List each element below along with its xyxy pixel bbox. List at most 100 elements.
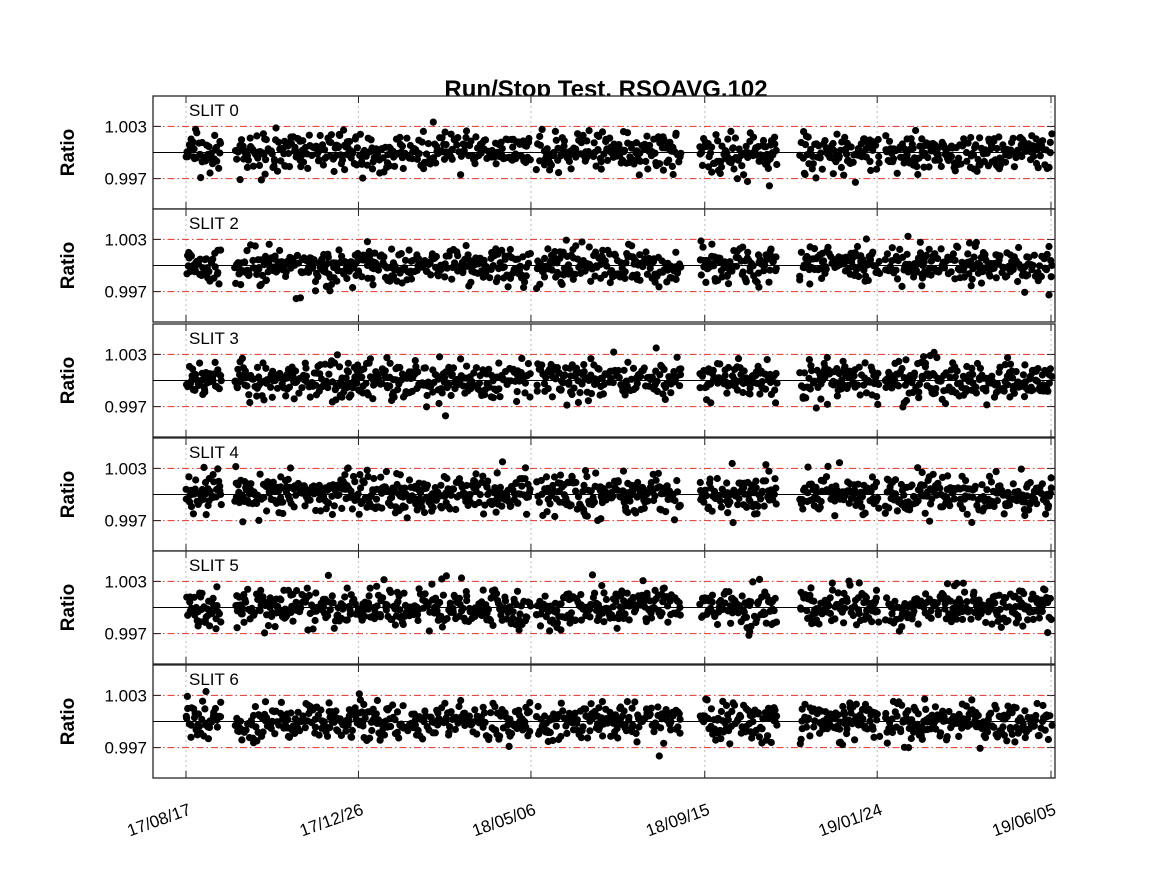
data-point <box>599 390 608 398</box>
data-point <box>425 627 433 635</box>
data-point <box>712 131 720 139</box>
data-point <box>340 126 348 134</box>
data-point <box>817 149 825 157</box>
data-point <box>279 509 287 518</box>
data-point <box>621 268 629 276</box>
data-point <box>964 250 972 258</box>
data-point <box>253 392 261 400</box>
data-point <box>908 379 916 387</box>
data-point <box>214 465 222 473</box>
data-point <box>500 263 508 271</box>
data-point <box>644 165 652 173</box>
data-point <box>423 481 431 489</box>
data-point <box>533 381 541 389</box>
data-point <box>670 516 679 524</box>
data-point <box>988 620 996 628</box>
data-point <box>941 605 949 613</box>
data-point <box>344 368 352 376</box>
data-point <box>559 379 567 387</box>
data-point <box>835 459 844 467</box>
data-point <box>632 509 640 517</box>
data-point <box>233 384 241 392</box>
data-point <box>976 134 984 142</box>
data-point <box>985 472 994 480</box>
data-point <box>282 392 290 400</box>
data-point <box>271 623 279 631</box>
data-point <box>1000 510 1008 518</box>
data-point <box>591 272 599 280</box>
data-point <box>273 384 282 392</box>
data-point <box>522 272 530 280</box>
data-point <box>347 391 355 399</box>
data-point <box>849 611 857 620</box>
data-point <box>1033 377 1041 385</box>
data-point <box>364 605 372 613</box>
data-point <box>453 141 461 149</box>
data-point <box>749 578 757 586</box>
data-point <box>696 384 704 392</box>
data-point <box>433 142 441 150</box>
data-point <box>642 248 650 256</box>
data-point <box>1029 386 1037 394</box>
data-point <box>921 509 929 517</box>
data-point <box>377 473 385 481</box>
data-point <box>988 372 996 380</box>
data-point <box>620 366 628 374</box>
data-point <box>872 586 881 594</box>
data-point <box>676 501 684 509</box>
data-points <box>182 458 1055 527</box>
data-point <box>556 471 565 479</box>
data-point <box>441 699 449 707</box>
data-point <box>551 248 559 256</box>
data-point <box>677 149 685 157</box>
data-point <box>967 615 975 623</box>
data-point <box>1034 164 1042 172</box>
data-point <box>1009 374 1017 382</box>
data-point <box>772 399 780 407</box>
data-point <box>202 687 210 696</box>
data-point <box>734 355 743 363</box>
data-point <box>1045 379 1053 387</box>
data-point <box>867 166 875 175</box>
data-point <box>752 477 760 485</box>
panel-label: SLIT 4 <box>189 443 239 462</box>
data-point <box>940 264 949 272</box>
data-point <box>700 498 708 506</box>
data-point <box>820 257 828 265</box>
data-point <box>1024 616 1032 624</box>
data-point <box>635 171 643 179</box>
data-point <box>237 136 246 144</box>
data-point <box>947 268 955 276</box>
data-point <box>742 278 750 286</box>
data-point <box>770 490 779 498</box>
data-point <box>359 174 367 182</box>
data-point <box>205 268 213 276</box>
data-point <box>1030 152 1038 160</box>
data-point <box>496 732 504 740</box>
data-point <box>542 374 550 382</box>
data-point <box>961 588 969 596</box>
data-point <box>383 354 391 362</box>
data-point <box>708 598 716 606</box>
data-point <box>772 618 781 626</box>
data-point <box>758 378 766 386</box>
data-point <box>264 622 273 630</box>
data-point <box>587 355 595 363</box>
data-point <box>574 398 583 407</box>
data-point <box>338 156 347 164</box>
data-point <box>394 386 402 394</box>
data-point <box>875 618 883 626</box>
data-point <box>1021 511 1029 519</box>
data-point <box>518 354 526 362</box>
data-point <box>1045 242 1053 251</box>
data-point <box>337 731 345 740</box>
data-point <box>771 386 779 394</box>
data-point <box>361 714 369 722</box>
data-point <box>457 171 465 179</box>
data-point <box>419 127 427 135</box>
data-point <box>615 373 623 382</box>
data-point <box>251 703 259 711</box>
data-point <box>399 702 407 710</box>
data-point <box>925 163 933 171</box>
